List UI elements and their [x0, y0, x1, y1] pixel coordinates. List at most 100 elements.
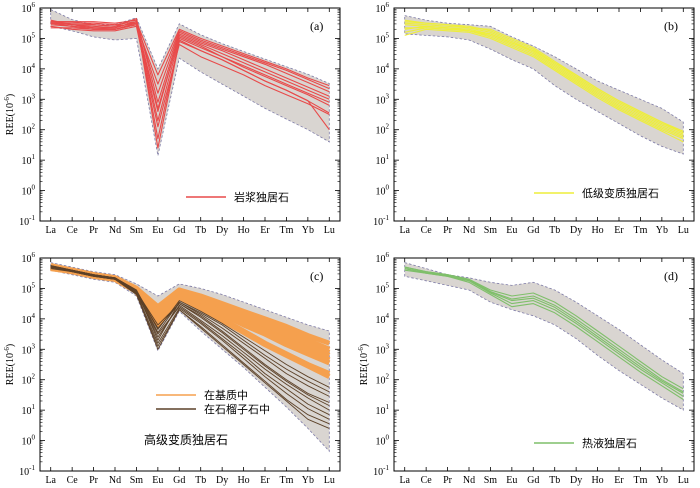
x-tick-label: Ho	[237, 475, 249, 486]
envelope-field	[404, 15, 684, 155]
y-tick-base: 10	[22, 406, 32, 417]
y-tick-label: 105	[376, 281, 390, 295]
hydrothermal-line-5	[404, 268, 684, 394]
y-tick-base: 10	[19, 217, 29, 228]
y-tick-exponent: 2	[386, 123, 390, 131]
x-tick-label: Dy	[570, 225, 582, 236]
y-tick-label: 103	[22, 342, 36, 356]
x-tick-label: Ho	[591, 225, 603, 236]
magmatic-line-2	[50, 21, 330, 140]
envelope-field	[404, 262, 684, 411]
x-tick-label: Eu	[152, 475, 163, 486]
garnet-line-6	[50, 266, 330, 420]
y-tick-base: 10	[376, 187, 386, 198]
x-tick-label: Dy	[570, 475, 582, 486]
x-tick-label: Pr	[443, 475, 453, 486]
x-tick-label: Er	[614, 225, 624, 236]
x-tick-label: Nd	[109, 225, 121, 236]
panel-label: (b)	[664, 19, 678, 33]
y-tick-label: 100	[22, 434, 36, 448]
x-tick-label: Nd	[109, 475, 121, 486]
y-axis-label: REE(10-6)	[3, 94, 16, 135]
y-tick-label: 104	[22, 312, 36, 326]
y-tick-exponent: -1	[383, 464, 389, 472]
panel-a: La Ce Pr Nd Sm Eu Gd Tb Dy Ho Er Tm Yb Lu10-110010110…	[3, 1, 341, 236]
y-axis-label-text: REE(10	[5, 103, 16, 135]
x-tick-label: Sm	[484, 475, 498, 486]
y-tick-label: 104	[376, 312, 390, 326]
x-tick-label: Lu	[678, 475, 689, 486]
magmatic-line-7	[50, 24, 330, 90]
y-tick-base: 10	[376, 437, 386, 448]
y-tick-exponent: 3	[32, 92, 36, 100]
panel-label: (a)	[310, 19, 323, 33]
y-tick-base: 10	[22, 95, 32, 106]
y-tick-base: 10	[376, 65, 386, 76]
y-tick-label: 103	[376, 92, 390, 106]
y-tick-label: 105	[376, 31, 390, 45]
y-tick-exponent: 6	[32, 1, 36, 9]
y-tick-base: 10	[19, 467, 29, 478]
x-tick-label: Dy	[216, 475, 228, 486]
x-tick-label: La	[399, 475, 410, 486]
y-tick-label: 103	[376, 342, 390, 356]
y-tick-base: 10	[376, 376, 386, 387]
x-tick-label: Yb	[302, 475, 314, 486]
y-tick-label: 103	[22, 92, 36, 106]
y-tick-base: 10	[376, 345, 386, 356]
x-tick-label: Tb	[195, 475, 206, 486]
x-tick-label: Lu	[324, 225, 335, 236]
y-tick-exponent: 4	[32, 312, 36, 320]
x-tick-label: Nd	[463, 225, 475, 236]
y-tick-base: 10	[22, 376, 32, 387]
x-tick-label: Sm	[130, 225, 144, 236]
garnet-line-9	[50, 267, 330, 429]
y-tick-base: 10	[376, 126, 386, 137]
panel-annotation: 高级变质独居石	[144, 432, 228, 447]
x-tick-label: Sm	[484, 225, 498, 236]
magmatic-line-8	[50, 21, 330, 87]
x-tick-label: Ce	[421, 475, 433, 486]
y-tick-exponent: 5	[32, 31, 36, 39]
x-tick-label: Ce	[421, 225, 433, 236]
garnet-line-10	[50, 265, 330, 397]
y-tick-exponent: 1	[32, 153, 36, 161]
y-tick-label: 102	[376, 373, 390, 387]
y-tick-label: 10-1	[373, 214, 389, 228]
y-tick-base: 10	[376, 4, 386, 15]
y-tick-exponent: -1	[29, 464, 35, 472]
x-tick-label: Tm	[279, 475, 293, 486]
y-tick-exponent: 0	[32, 434, 36, 442]
y-tick-exponent: 0	[386, 434, 390, 442]
plot-frame	[39, 257, 341, 472]
y-tick-exponent: 5	[386, 281, 390, 289]
hydrothermal-line-3	[404, 269, 684, 400]
y-tick-label: 101	[376, 153, 390, 167]
x-tick-label: Ho	[591, 475, 603, 486]
y-axis-label-close: )	[359, 344, 370, 347]
y-tick-base: 10	[22, 284, 32, 295]
y-tick-exponent: -1	[383, 214, 389, 222]
x-tick-label: Tb	[549, 225, 560, 236]
y-tick-base: 10	[22, 437, 32, 448]
panel-label: (d)	[664, 269, 678, 283]
y-axis-label-text: REE(10	[359, 353, 370, 385]
x-tick-label: Yb	[302, 225, 314, 236]
y-tick-label: 10-1	[373, 464, 389, 478]
x-tick-label: Gd	[527, 475, 539, 486]
y-axis-label-exp: -6	[357, 347, 365, 353]
y-tick-label: 102	[376, 123, 390, 137]
magmatic-line-5	[50, 18, 330, 103]
x-tick-label: Yb	[656, 225, 668, 236]
y-tick-exponent: 6	[386, 1, 390, 9]
legend-label: 在石榴子石中	[204, 402, 270, 416]
x-tick-label: Tm	[633, 225, 647, 236]
y-tick-label: 106	[376, 1, 390, 15]
plot-frame	[393, 7, 695, 222]
panel-c: La Ce Pr Nd Sm Eu Gd Tb Dy Ho Er Tm Yb Lu10-110010110…	[3, 251, 341, 486]
magmatic-line-9	[50, 25, 330, 128]
y-tick-base: 10	[22, 345, 32, 356]
y-tick-base: 10	[22, 254, 32, 265]
x-tick-label: La	[45, 475, 56, 486]
panel-b: La Ce Pr Nd Sm Eu Gd Tb Dy Ho Er Tm Yb Lu10-110010110…	[373, 1, 695, 236]
